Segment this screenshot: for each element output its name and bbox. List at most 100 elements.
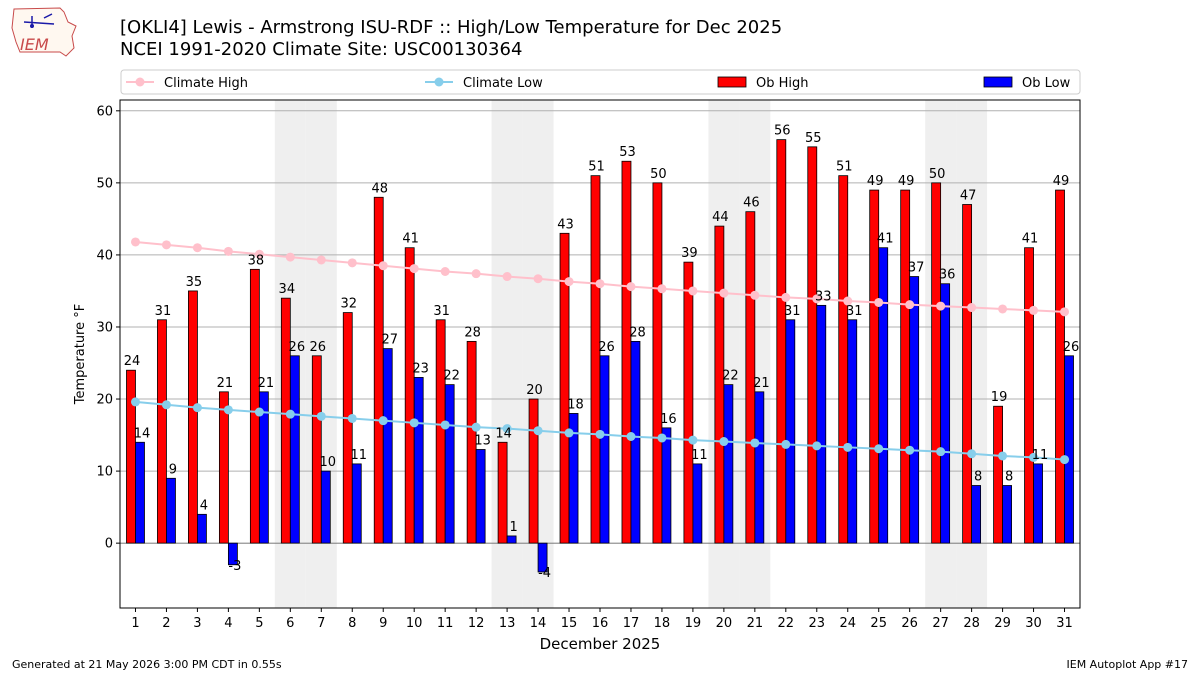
x-tick-label: 6: [286, 616, 294, 631]
ob-high-label: 47: [960, 188, 977, 203]
ob-high-bar: [838, 175, 849, 544]
ob-low-label: 13: [474, 433, 491, 448]
x-tick-label: 26: [901, 616, 918, 631]
climate-low-point: [316, 411, 326, 421]
ob-high-bar: [157, 319, 167, 544]
chart-subtitle: NCEI 1991-2020 Climate Site: USC00130364: [120, 39, 523, 60]
ob-high-label: 26: [310, 340, 327, 355]
ob-low-label: 26: [1063, 340, 1080, 355]
ob-low-label: 37: [908, 261, 925, 276]
climate-low-point: [1029, 452, 1039, 462]
ob-high-label: 41: [1022, 232, 1039, 247]
x-tick-label: 7: [317, 616, 325, 631]
climate-high-point: [471, 269, 481, 279]
ob-low-label: 28: [629, 325, 646, 340]
legend: Climate High Climate Low Ob High Ob Low: [120, 69, 1081, 95]
ob-high-bar: [683, 261, 694, 544]
ob-high-label: 32: [340, 297, 357, 312]
climate-low-point: [812, 441, 822, 451]
ob-low-bar: [940, 283, 951, 544]
ob-high-bar: [404, 247, 415, 544]
ob-high-label: 51: [588, 160, 605, 175]
legend-label: Climate Low: [463, 76, 543, 91]
ob-high-label: 43: [557, 217, 574, 232]
ob-low-bar: [1064, 355, 1074, 544]
ob-low-bar: [971, 485, 982, 544]
climate-high-point: [657, 284, 667, 294]
ob-low-bar: [630, 340, 641, 544]
ob-low-bar: [909, 276, 920, 544]
ob-high-label: 51: [836, 160, 853, 175]
ob-low-label: 1: [509, 520, 517, 535]
ob-high-bar: [435, 319, 446, 544]
climate-lines: [130, 237, 1070, 465]
ob-high-bar: [652, 182, 663, 544]
ob-high-label: 34: [279, 282, 296, 297]
ob-low-label: 21: [258, 376, 275, 391]
ob-high-label: 39: [681, 246, 698, 261]
climate-low-point: [471, 422, 481, 432]
legend-label: Climate High: [164, 76, 248, 91]
x-tick-label: 12: [468, 616, 485, 631]
ob-high-bar: [311, 355, 322, 544]
y-axis-label: Temperature °F: [73, 304, 88, 405]
ob-low-bar: [444, 384, 455, 544]
ob-high-label: 35: [186, 275, 203, 290]
climate-high-point: [1029, 305, 1039, 315]
ob-low-bar: [413, 377, 424, 544]
climate-low-point: [161, 400, 171, 410]
ob-low-label: 36: [939, 268, 956, 283]
x-tick-label: 8: [348, 616, 356, 631]
ob-high-bar: [1024, 247, 1034, 544]
x-tick-label: 17: [623, 616, 640, 631]
y-tick-label: 30: [96, 320, 113, 335]
climate-low-point: [657, 433, 667, 443]
ob-low-label: 11: [350, 448, 367, 463]
y-tick-label: 10: [96, 465, 113, 480]
footer-generated: Generated at 21 May 2026 3:00 PM CDT in …: [12, 658, 282, 671]
ob-low-bar: [135, 441, 145, 544]
x-tick-label: 23: [809, 616, 826, 631]
x-axis-label: December 2025: [540, 635, 661, 653]
climate-low-point: [936, 447, 946, 457]
x-tick-label: 21: [747, 616, 764, 631]
ob-high-bar: [218, 391, 229, 544]
ob-high-label: 48: [371, 181, 388, 196]
x-tick-label: 18: [654, 616, 671, 631]
ob-low-label: 8: [1005, 470, 1013, 485]
x-tick-label: 27: [932, 616, 949, 631]
climate-high-point: [440, 266, 450, 276]
ob-high-label: 55: [805, 131, 822, 146]
ob-low-label: 26: [289, 340, 306, 355]
climate-high-point: [936, 301, 946, 311]
climate-high-point: [192, 243, 202, 253]
y-tick-label: 50: [96, 176, 113, 191]
x-tick-label: 10: [406, 616, 423, 631]
climate-low-point: [378, 416, 388, 426]
ob-low-bar: [754, 391, 765, 544]
climate-high-point: [254, 249, 264, 259]
ob-high-bar: [280, 297, 291, 544]
ob-low-label: 41: [877, 232, 894, 247]
ob-high-label: 21: [217, 376, 234, 391]
ob-high-bar: [962, 204, 973, 544]
ob-high-label: 49: [898, 174, 915, 189]
iem-logo: IEM: [11, 7, 77, 57]
x-tick-label: 29: [994, 616, 1011, 631]
ob-high-bar: [900, 189, 911, 544]
x-tick-label: 30: [1025, 616, 1042, 631]
x-tick-label: 28: [963, 616, 980, 631]
ob-high-label: 53: [619, 145, 636, 160]
x-tick-label: 31: [1056, 616, 1073, 631]
y-tick-label: 20: [96, 393, 113, 408]
ob-high-label: 19: [991, 390, 1008, 405]
ob-high-label: 28: [464, 325, 481, 340]
ob-high-label: 46: [743, 196, 760, 211]
climate-high-point: [347, 258, 357, 268]
climate-low-point: [719, 437, 729, 447]
ob-low-bar: [847, 319, 858, 544]
climate-high-point: [874, 297, 884, 307]
ob-high-label: 20: [526, 383, 543, 398]
